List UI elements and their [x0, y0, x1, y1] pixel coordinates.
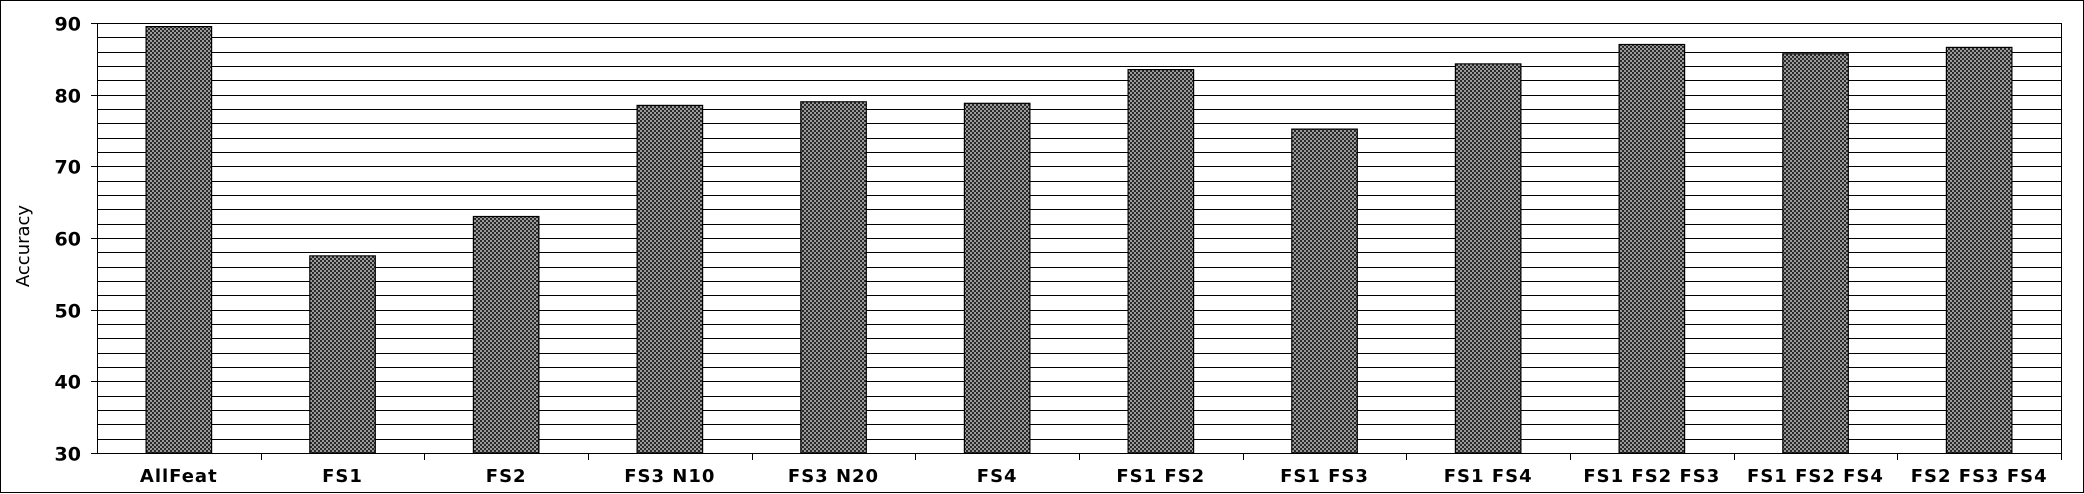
- y-tick-label: 30: [55, 444, 81, 466]
- bar: [963, 102, 1031, 454]
- y-tick-label: 90: [55, 14, 81, 36]
- x-tick-label: FS3 N20: [788, 466, 879, 487]
- tick-labels: 30 40 50 60 70 80 90 AllFeat FS1 FS2 FS3 N10 FS3 N2…: [55, 14, 2048, 488]
- x-tick-label: AllFeat: [140, 466, 218, 487]
- bar: [1291, 128, 1358, 454]
- x-tick-label: FS3 N10: [624, 466, 715, 487]
- x-tick-label: FS2 FS3 FS4: [1911, 466, 2048, 487]
- bar: [1127, 68, 1195, 454]
- y-tick-label: 60: [55, 229, 81, 251]
- x-tick-label: FS1 FS3: [1280, 466, 1369, 487]
- bar: [1454, 63, 1522, 454]
- y-tick-label: 50: [55, 301, 81, 323]
- bar: [1945, 46, 2013, 454]
- y-tick-label: 80: [55, 86, 81, 108]
- bar: [309, 255, 376, 454]
- x-tick-label: FS1 FS2 FS3: [1583, 466, 1720, 487]
- y-axis-title: Accuracy: [13, 205, 34, 288]
- bar: [472, 215, 540, 454]
- y-tick-label: 40: [55, 372, 81, 394]
- x-tick-label: FS1 FS2 FS4: [1747, 466, 1884, 487]
- bar: [1782, 53, 1849, 454]
- x-tick-label: FS1 FS4: [1444, 466, 1533, 487]
- bars: [145, 26, 2013, 454]
- x-tick-label: FS1: [322, 466, 363, 487]
- grid-lines: [97, 23, 2062, 453]
- bar: [145, 26, 213, 454]
- bar: [1618, 43, 1686, 454]
- x-tick-label: FS1 FS2: [1116, 466, 1205, 487]
- bar: [800, 101, 867, 454]
- axes: [91, 23, 2062, 460]
- bar: [636, 104, 704, 454]
- x-tick-label: FS4: [977, 466, 1018, 487]
- y-tick-label: 70: [55, 157, 81, 179]
- x-tick-label: FS2: [486, 466, 527, 487]
